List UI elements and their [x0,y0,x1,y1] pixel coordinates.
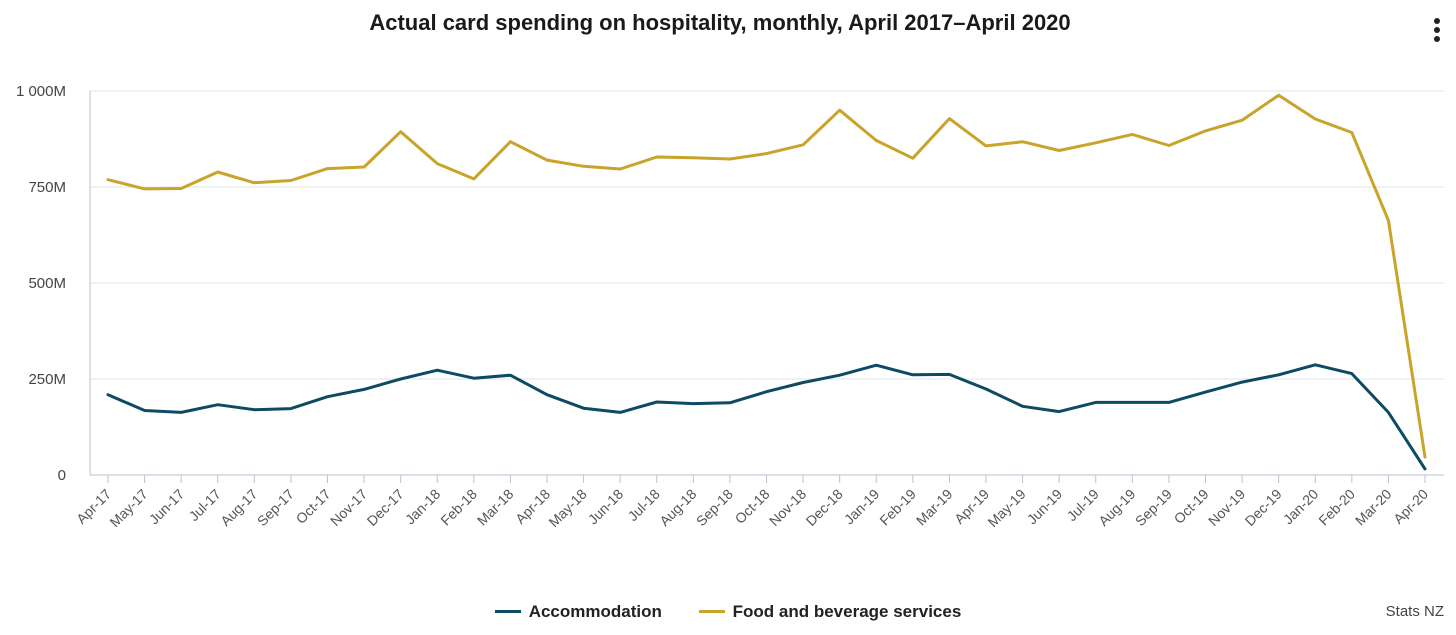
x-tick-label: Feb-18 [437,486,480,529]
x-tick-label: Aug-17 [217,486,260,529]
y-tick-label: 0 [58,467,66,484]
source-credit[interactable]: Stats NZ [1385,603,1444,620]
x-tick-label: Aug-18 [656,486,699,529]
x-tick-label: Jan-20 [1280,486,1322,528]
x-tick-label: Jan-18 [402,486,444,528]
x-tick-label: Aug-19 [1095,486,1138,529]
x-tick-label: Feb-19 [876,486,919,529]
x-tick-label: Dec-17 [364,486,407,529]
legend-label-accommodation: Accommodation [528,601,662,621]
y-tick-label: 250M [28,371,66,388]
legend-swatch-food-and-beverage [698,610,725,613]
x-tick-label: Feb-20 [1315,486,1358,529]
y-tick-label: 750M [28,179,66,196]
legend-swatch-accommodation [494,610,521,613]
series-line-food-and-beverage-services[interactable] [106,93,1427,459]
x-tick-label: Mar-20 [1352,486,1395,529]
x-tick-label: Mar-18 [474,486,517,529]
x-tick-label: Mar-19 [913,486,956,529]
legend: Accommodation Food and beverage services [0,598,1456,622]
series-line-accommodation[interactable] [106,363,1427,471]
x-tick-label: May-17 [106,486,150,530]
x-tick-label: Dec-18 [803,486,846,529]
y-axis-ticks: 0 250M 500M 750M 1 000M [16,83,66,484]
legend-item-accommodation[interactable]: Accommodation [494,601,662,622]
x-tick-label: May-18 [545,486,589,530]
x-tick-label: Oct-17 [293,486,334,527]
x-tick-label: Oct-19 [1171,486,1212,527]
x-tick-label: Dec-19 [1242,486,1285,529]
x-tick-label: Jun-19 [1024,486,1066,528]
chart-title: Actual card spending on hospitality, mon… [369,10,1071,35]
x-tick-label: Apr-20 [1390,486,1431,527]
series-lines [106,93,1427,471]
x-tick-label: Nov-18 [766,486,809,529]
x-tick-label: Sep-19 [1132,486,1175,529]
x-tick-label: Jan-19 [841,486,883,528]
x-tick-label: Nov-19 [1205,486,1248,529]
x-tick-label: Sep-17 [254,486,297,529]
gridlines [90,90,1444,380]
y-tick-label: 500M [28,275,66,292]
chart-menu-icon[interactable] [1432,18,1442,50]
legend-label-food-and-beverage: Food and beverage services [732,601,962,621]
x-tick-label: Jun-17 [146,486,188,528]
x-tick-label: Nov-17 [327,486,370,529]
legend-item-food-and-beverage[interactable]: Food and beverage services [698,601,962,622]
y-tick-label: 1 000M [16,83,66,100]
x-tick-label: Sep-18 [693,486,736,529]
line-chart: 0 250M 500M 750M 1 000M Apr-17May-17Jun-17Ju… [16,83,1444,530]
x-axis: Apr-17May-17Jun-17Jul-17Aug-17Sep-17Oct-… [73,91,1444,530]
x-tick-label: May-19 [984,486,1028,530]
x-tick-label: Jun-18 [585,486,627,528]
x-tick-label: Oct-18 [732,486,773,527]
